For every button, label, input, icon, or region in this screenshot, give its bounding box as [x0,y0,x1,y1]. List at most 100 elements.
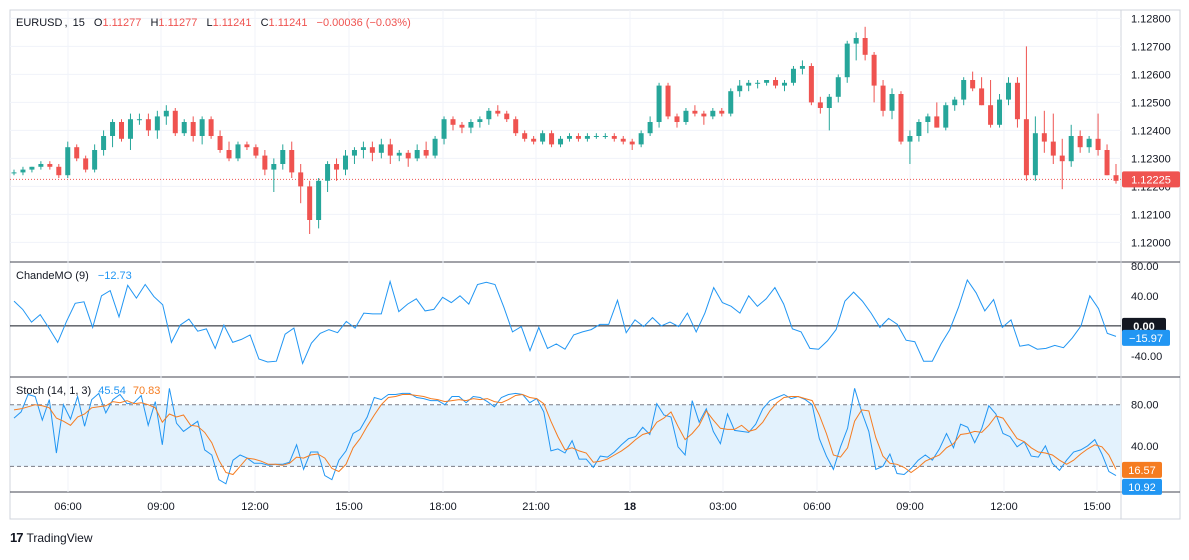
candle-body[interactable] [728,91,734,114]
candle[interactable] [1023,46,1029,181]
candle-body[interactable] [65,147,71,176]
candle-body[interactable] [773,80,779,86]
candle[interactable] [566,133,572,142]
stoch-k-tag[interactable] [1122,478,1162,495]
candle-body[interactable] [190,122,196,136]
candle[interactable] [101,130,107,156]
candle-body[interactable] [1050,141,1056,156]
candle[interactable] [56,164,62,178]
candle[interactable] [790,66,796,86]
candle[interactable] [934,102,940,128]
candle[interactable] [1113,164,1119,184]
candle-body[interactable] [683,110,689,122]
candle[interactable] [629,138,635,150]
candle-body[interactable] [513,119,519,134]
candle[interactable] [755,80,761,89]
candle[interactable] [522,130,528,142]
candle[interactable] [145,113,151,136]
candle-body[interactable] [119,122,125,139]
candle[interactable] [817,96,823,114]
candle-body[interactable] [746,82,752,86]
candle[interactable] [746,80,752,92]
candle-body[interactable] [369,147,375,153]
candle[interactable] [692,105,698,117]
candle-body[interactable] [674,116,680,122]
candle[interactable] [862,26,868,61]
candle[interactable] [710,108,716,120]
candle[interactable] [647,116,653,136]
candle[interactable] [360,141,366,159]
candle[interactable] [952,96,958,111]
candle-body[interactable] [11,172,17,174]
candle[interactable] [683,108,689,125]
candle-body[interactable] [136,119,142,121]
candle-body[interactable] [853,38,859,44]
candle-body[interactable] [907,136,913,142]
candle-layer[interactable] [11,26,1119,234]
candle-body[interactable] [979,88,985,106]
candle-body[interactable] [244,144,250,148]
candle[interactable] [495,105,501,117]
candle-body[interactable] [378,144,384,153]
candle[interactable] [423,141,429,159]
candle[interactable] [1068,124,1074,167]
candle-body[interactable] [522,133,528,139]
candle-body[interactable] [432,138,438,156]
candle[interactable] [674,113,680,128]
candle[interactable] [665,82,671,120]
candle[interactable] [1014,77,1020,128]
candle[interactable] [826,94,832,131]
candle[interactable] [325,161,331,192]
candle[interactable] [898,91,904,145]
candle-body[interactable] [1059,155,1065,162]
candle[interactable] [459,122,465,134]
candle[interactable] [719,108,725,117]
candle[interactable] [396,150,402,162]
candle-body[interactable] [916,122,922,136]
candle-body[interactable] [360,147,366,150]
cmo-line[interactable] [13,278,1117,366]
candle-body[interactable] [262,155,268,170]
candle-body[interactable] [468,122,474,128]
candle[interactable] [92,144,98,173]
candle[interactable] [504,110,510,122]
candle[interactable] [280,144,286,170]
candle[interactable] [369,141,375,162]
candle[interactable] [11,169,17,176]
candle-body[interactable] [808,66,814,103]
candle-body[interactable] [531,138,537,142]
candle-body[interactable] [199,119,205,136]
candle[interactable] [1086,136,1092,153]
candle-body[interactable] [593,136,599,137]
candle-body[interactable] [549,133,555,145]
candle[interactable] [782,80,788,92]
candle[interactable] [638,130,644,148]
candle[interactable] [728,88,734,117]
candle-body[interactable] [997,99,1003,125]
candle-body[interactable] [611,136,617,139]
candle-body[interactable] [925,116,931,122]
candle-body[interactable] [1104,150,1110,176]
cmo-layer[interactable] [10,278,1121,366]
candle[interactable] [988,80,994,128]
candle[interactable] [486,108,492,125]
candle-body[interactable] [1095,138,1101,150]
candle[interactable] [880,80,886,117]
candle[interactable] [253,144,259,159]
candle-body[interactable] [710,110,716,117]
candle-body[interactable] [871,54,877,86]
candle-body[interactable] [208,119,214,136]
candle-body[interactable] [342,155,348,170]
candle-body[interactable] [316,180,322,220]
candle[interactable] [602,133,608,139]
candle[interactable] [970,71,976,92]
candle[interactable] [136,113,142,125]
candle-body[interactable] [826,96,832,108]
candle-body[interactable] [790,68,796,83]
candle-body[interactable] [880,85,886,111]
candle-body[interactable] [1032,133,1038,176]
candle[interactable] [575,133,581,142]
candle-body[interactable] [817,102,823,108]
candle[interactable] [468,119,474,134]
